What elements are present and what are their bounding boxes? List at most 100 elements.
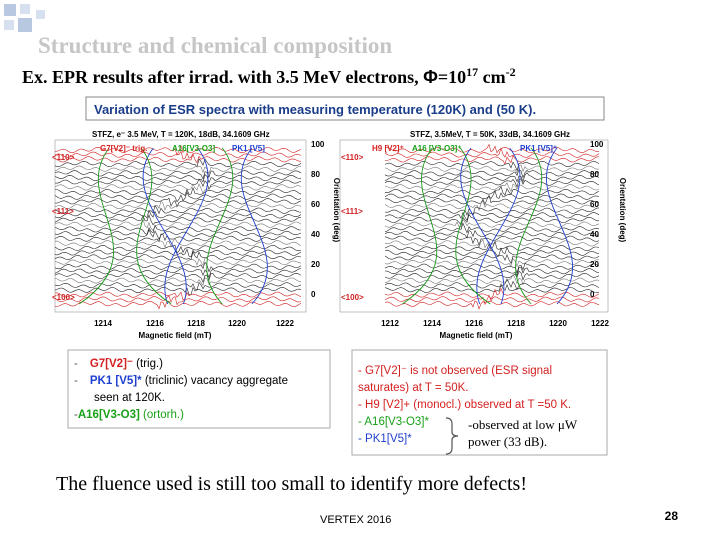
spectrum-line xyxy=(384,147,600,158)
peak-label: A16 [V3-O3]⁺ xyxy=(412,144,462,153)
field-tick-label: 1220 xyxy=(228,319,246,328)
angle-tick-label: 0 xyxy=(590,290,595,299)
angular-curve xyxy=(402,147,438,305)
spectrum-line xyxy=(54,281,302,291)
field-tick-label: 1218 xyxy=(507,319,525,328)
spectrum-line xyxy=(384,294,600,306)
spectrum-line xyxy=(384,164,600,174)
legend-desc: (monocl.) observed at T =50 K. xyxy=(410,399,571,411)
figure-title-box xyxy=(85,96,605,121)
spectrum-line xyxy=(384,182,600,193)
legend-bullet: - xyxy=(74,358,78,370)
legend-desc: (trig.) xyxy=(133,358,163,370)
field-tick-label: 1222 xyxy=(276,319,294,328)
spectrum-line xyxy=(54,158,302,168)
legend-desc: (triclinic) vacancy aggregate xyxy=(142,375,288,387)
peak-label: PK1 [V5]⁺ xyxy=(520,144,557,153)
corner-squares xyxy=(4,4,45,32)
legend-name: - A16[V3-O3]* xyxy=(358,416,429,428)
spectrum-line xyxy=(384,278,600,291)
legend-name: - G7[V2]⁻ xyxy=(358,365,407,377)
spectrum-line xyxy=(54,170,302,180)
spectrum-line xyxy=(54,300,302,310)
angular-curve xyxy=(136,147,172,305)
legend-desc: saturates) at T = 50K. xyxy=(358,382,469,394)
subtitle: Ex. EPR results after irrad. with 3.5 Me… xyxy=(22,65,516,87)
legend-left: - G7[V2]⁻ (trig.)- PK1 [V5]* (triclinic) v… xyxy=(74,358,288,421)
field-axis-label: Magnetic field (mT) xyxy=(440,331,513,340)
spectrum-line xyxy=(384,287,600,300)
orientation-label: <100> xyxy=(52,293,75,302)
angle-tick-label: 0 xyxy=(311,290,316,299)
angle-axis-label: Orientation (deg) xyxy=(618,178,627,243)
legend-right: - G7[V2]⁻ is not observed (ESR signal sat… xyxy=(358,365,578,449)
angle-tick-label: 20 xyxy=(311,260,320,269)
spectrum-line xyxy=(54,209,302,219)
spectrum-line xyxy=(384,300,600,310)
spectrum-line xyxy=(384,266,600,276)
legend-name: - H9 [V2]+ xyxy=(358,399,410,411)
angle-tick-label: 80 xyxy=(590,170,599,179)
spectrum-line xyxy=(54,197,302,208)
spectrum-line xyxy=(54,145,302,156)
spectra-panels: STFZ, e⁻ 3.5 MeV, T = 120K, 18dB, 34.160… xyxy=(52,130,627,340)
peak-label: A16[V3-O3] xyxy=(172,144,215,153)
spectrum-line xyxy=(54,165,302,175)
spectrum-line xyxy=(384,172,600,183)
spectrum-line xyxy=(54,237,302,249)
plot-area xyxy=(54,139,307,313)
spectrum-line xyxy=(54,248,302,258)
plot-area xyxy=(339,139,609,313)
legend-name: A16[V3-O3] xyxy=(78,409,140,421)
spectrum-line xyxy=(384,218,600,228)
peak-label: PK1 [V5] xyxy=(232,144,265,153)
legend-entry: seen at 120K. xyxy=(94,392,165,404)
spectrum-line xyxy=(384,206,600,217)
spectrum-line xyxy=(55,186,302,196)
spectrum-line xyxy=(54,295,302,306)
legend-entry: - G7[V2]⁻ is not observed (ESR signal xyxy=(358,365,552,377)
legend-bullet: - xyxy=(74,375,78,387)
spectrum-line xyxy=(54,183,302,194)
angle-tick-label: 80 xyxy=(311,170,320,179)
orientation-label: <111> xyxy=(52,207,74,216)
spectrum-line xyxy=(54,244,302,254)
field-tick-label: 1212 xyxy=(381,319,399,328)
angular-curve xyxy=(142,147,187,305)
spectrum-line xyxy=(384,274,600,286)
angular-curve xyxy=(240,147,268,305)
peak-label: G7[V2]⁻ trig. xyxy=(100,144,147,153)
spectrum-line xyxy=(384,229,600,239)
legend-entry: saturates) at T = 50K. xyxy=(358,382,469,394)
spectrum-line xyxy=(384,270,600,281)
spectrum-line xyxy=(384,257,600,268)
spectrum-line xyxy=(54,174,302,184)
spectrum-line xyxy=(384,246,600,256)
spectrum-line xyxy=(384,185,600,196)
legend-bullet: - xyxy=(74,409,78,421)
angular-curve xyxy=(164,147,209,305)
spectrum-line xyxy=(384,213,599,225)
spectrum-line xyxy=(54,233,302,243)
legend-desc: (ortorh.) xyxy=(140,409,184,421)
field-tick-label: 1218 xyxy=(187,319,205,328)
spectrum-line xyxy=(384,143,599,154)
angular-curve xyxy=(476,147,521,305)
spectrum-line xyxy=(54,150,302,160)
angle-axis-label: Orientation (deg) xyxy=(332,178,341,243)
angle-tick-label: 100 xyxy=(311,140,325,149)
spectrum-line xyxy=(54,153,301,164)
angular-curve xyxy=(515,147,543,305)
brace xyxy=(445,417,459,455)
angle-tick-label: 60 xyxy=(311,200,320,209)
angular-curve xyxy=(545,147,573,305)
spectrum-line xyxy=(384,262,600,274)
legend-entry: -A16[V3-O3] (ortorh.) xyxy=(74,409,184,421)
panel: STFZ, e⁻ 3.5 MeV, T = 120K, 18dB, 34.160… xyxy=(52,130,341,340)
legend-left-box xyxy=(67,349,331,429)
angular-curve xyxy=(206,147,234,305)
legend-entry: - PK1[V5]* xyxy=(358,433,412,445)
field-tick-label: 1220 xyxy=(549,319,567,328)
spectrum-line xyxy=(54,204,302,215)
